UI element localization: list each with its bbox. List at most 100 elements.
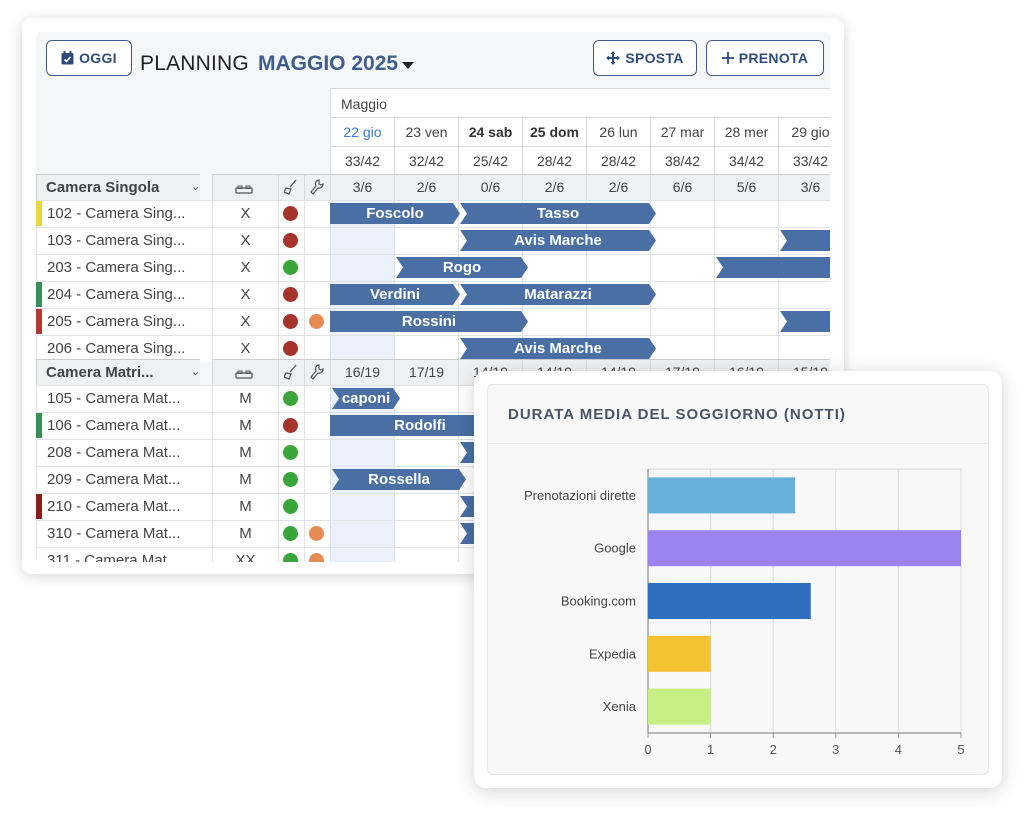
booking-bar[interactable]: Avis Marche <box>460 230 656 251</box>
room-name[interactable]: 205 - Camera Sing... <box>36 308 212 335</box>
day-header[interactable]: 25 dom <box>522 117 586 146</box>
maintenance-status-dot[interactable] <box>309 553 324 562</box>
calendar-cell[interactable] <box>522 308 586 335</box>
category-label: Booking.com <box>561 594 636 609</box>
maintenance-status-dot[interactable] <box>309 526 324 541</box>
room-group-header[interactable]: Camera Matri... <box>36 359 200 385</box>
clean-status-dot[interactable] <box>283 553 298 562</box>
chevron-down-icon[interactable]: ⌄ <box>191 366 201 378</box>
booking-bar[interactable]: Foscolo <box>330 203 460 224</box>
today-button[interactable]: OGGI <box>46 40 132 76</box>
dirty-status-dot[interactable] <box>283 418 298 433</box>
calendar-cell[interactable] <box>394 493 458 520</box>
booking-bar[interactable]: Rogo <box>396 257 528 278</box>
calendar-cell[interactable] <box>394 547 458 562</box>
calendar-cell[interactable] <box>714 281 778 308</box>
day-header[interactable]: 26 lun <box>586 117 650 146</box>
room-name[interactable]: 311 - Camera Mat... <box>36 547 212 562</box>
room-name[interactable]: 310 - Camera Mat... <box>36 520 212 547</box>
calendar-cell[interactable] <box>330 520 394 547</box>
dirty-status-dot[interactable] <box>283 287 298 302</box>
calendar-cell[interactable] <box>330 493 394 520</box>
room-name[interactable]: 204 - Camera Sing... <box>36 281 212 308</box>
clean-status-dot[interactable] <box>283 391 298 406</box>
calendar-cell[interactable] <box>778 200 830 227</box>
calendar-cell[interactable] <box>650 200 714 227</box>
booking-bar[interactable]: Avis Marche <box>460 338 656 359</box>
calendar-cell[interactable] <box>714 200 778 227</box>
room-bed-type: M <box>212 466 278 493</box>
booking-bar[interactable] <box>780 230 830 251</box>
calendar-cell[interactable] <box>650 281 714 308</box>
calendar-cell[interactable] <box>778 281 830 308</box>
booking-bar[interactable]: Verdini <box>330 284 460 305</box>
calendar-cell[interactable] <box>714 335 778 362</box>
room-name[interactable]: 106 - Camera Mat... <box>36 412 212 439</box>
caret-down-icon[interactable] <box>402 62 414 69</box>
room-name[interactable]: 208 - Camera Mat... <box>36 439 212 466</box>
day-header[interactable]: 23 ven <box>394 117 458 146</box>
calendar-cell[interactable] <box>586 254 650 281</box>
calendar-cell[interactable] <box>650 254 714 281</box>
booking-bar[interactable] <box>716 257 830 278</box>
room-name[interactable]: 206 - Camera Sing... <box>36 335 212 362</box>
chevron-down-icon[interactable]: ⌄ <box>191 181 201 193</box>
room-group-header[interactable]: Camera Singola <box>36 174 200 200</box>
day-header[interactable]: 28 mer <box>714 117 778 146</box>
clean-status-dot[interactable] <box>283 526 298 541</box>
dirty-status-dot[interactable] <box>283 341 298 356</box>
room-name[interactable]: 209 - Camera Mat... <box>36 466 212 493</box>
calendar-cell[interactable] <box>330 547 394 562</box>
calendar-cell[interactable] <box>394 439 458 466</box>
day-header[interactable]: 22 gio <box>330 117 394 146</box>
clean-status-dot[interactable] <box>283 445 298 460</box>
booking-bar[interactable]: Rossella <box>332 469 466 490</box>
calendar-cell[interactable] <box>650 227 714 254</box>
booking-bar[interactable]: Rodolfi <box>330 415 510 436</box>
room-flag <box>36 413 42 438</box>
calendar-cell[interactable] <box>650 335 714 362</box>
calendar-cell[interactable] <box>586 308 650 335</box>
booking-bar[interactable]: Tasso <box>460 203 656 224</box>
calendar-cell[interactable] <box>394 335 458 362</box>
calendar-cell[interactable] <box>394 227 458 254</box>
booking-bar[interactable]: caponi <box>332 388 400 409</box>
room-name[interactable]: 102 - Camera Sing... <box>36 200 212 227</box>
move-button[interactable]: SPOSTA <box>593 40 697 76</box>
calendar-cell[interactable] <box>330 335 394 362</box>
room-name[interactable]: 103 - Camera Sing... <box>36 227 212 254</box>
room-name[interactable]: 210 - Camera Mat... <box>36 493 212 520</box>
calendar-cell[interactable] <box>522 254 586 281</box>
calendar-cell[interactable] <box>714 308 778 335</box>
calendar-cell[interactable] <box>330 254 394 281</box>
calendar-cell[interactable] <box>650 308 714 335</box>
booking-bar[interactable]: Rossini <box>330 311 528 332</box>
day-header[interactable]: 27 mar <box>650 117 714 146</box>
bed-icon <box>235 182 253 194</box>
calendar-cell[interactable] <box>330 227 394 254</box>
room-name[interactable]: 105 - Camera Mat... <box>36 385 212 412</box>
calendar-cell[interactable] <box>778 335 830 362</box>
calendar-cell[interactable] <box>394 385 458 412</box>
maintenance-status-dot[interactable] <box>309 314 324 329</box>
maintenance-column-header <box>304 359 330 385</box>
broom-icon <box>283 364 298 380</box>
dirty-status-dot[interactable] <box>283 314 298 329</box>
room-name[interactable]: 203 - Camera Sing... <box>36 254 212 281</box>
dirty-status-dot[interactable] <box>283 206 298 221</box>
calendar-cell[interactable] <box>394 520 458 547</box>
calendar-cell[interactable] <box>714 227 778 254</box>
booking-bar[interactable]: Matarazzi <box>460 284 656 305</box>
month-selector[interactable]: MAGGIO 2025 <box>258 52 399 75</box>
clean-status-dot[interactable] <box>283 499 298 514</box>
day-header[interactable]: 24 sab <box>458 117 522 146</box>
dirty-status-dot[interactable] <box>283 233 298 248</box>
clean-status-dot[interactable] <box>283 260 298 275</box>
day-header[interactable]: 29 gio <box>778 117 830 146</box>
booking-bar[interactable] <box>780 311 830 332</box>
room-bed-type: X <box>212 227 278 254</box>
calendar-cell[interactable] <box>330 439 394 466</box>
group-availability: 2/6 <box>586 174 650 200</box>
clean-status-dot[interactable] <box>283 472 298 487</box>
book-button[interactable]: PRENOTA <box>706 40 824 76</box>
